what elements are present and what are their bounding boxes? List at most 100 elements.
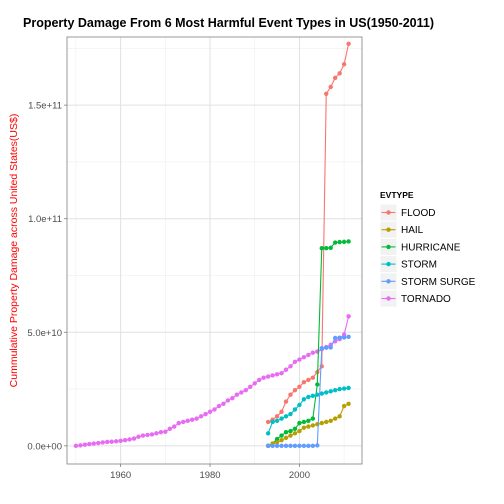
data-point: [292, 387, 298, 393]
legend-label: HAIL: [401, 225, 424, 236]
data-point: [346, 239, 351, 244]
y-tick-label: 1.0e+11: [28, 214, 62, 225]
legend-key-point: [386, 244, 391, 250]
data-point: [279, 416, 284, 421]
data-point: [78, 443, 83, 448]
data-point: [332, 416, 338, 421]
data-point: [306, 418, 311, 424]
data-point: [319, 391, 324, 396]
data-point: [189, 417, 195, 422]
data-point: [82, 442, 88, 447]
data-point: [310, 416, 316, 421]
legend-key-point: [386, 210, 391, 215]
data-point: [310, 393, 316, 399]
data-point: [131, 436, 137, 441]
data-point: [91, 441, 97, 446]
data-point: [185, 418, 190, 424]
data-point: [265, 374, 271, 379]
data-point: [261, 375, 266, 380]
data-point: [297, 357, 302, 362]
data-point: [243, 387, 248, 393]
data-point: [319, 364, 324, 369]
legend-title: EVTYPE: [380, 190, 414, 200]
data-point: [315, 382, 320, 387]
data-point: [341, 62, 347, 67]
data-point: [239, 390, 244, 395]
data-point: [328, 345, 333, 350]
panel-border: [66, 36, 363, 465]
x-tick-label: 1980: [199, 470, 220, 481]
grid: [67, 37, 362, 464]
data-point: [337, 386, 342, 392]
data-point: [265, 419, 271, 425]
data-point: [337, 239, 342, 245]
data-point: [310, 423, 316, 428]
data-point: [306, 377, 311, 383]
legend: EVTYPE FLOOD HAIL HURRICANE STORM STORM SURG…: [379, 190, 476, 308]
data-point: [279, 433, 284, 438]
series-storm: [265, 385, 351, 436]
legend-items: FLOOD HAIL HURRICANE STORM STORM SURGE TORNAD…: [379, 203, 476, 308]
data-point: [324, 246, 329, 251]
legend-label: STORM: [401, 260, 437, 271]
series-hail: [265, 401, 351, 449]
data-point: [288, 428, 293, 434]
data-point: [279, 409, 284, 414]
legend-label: HURRICANE: [401, 242, 461, 253]
data-point: [221, 401, 226, 407]
data-point: [324, 345, 329, 350]
data-point: [283, 414, 289, 419]
data-point: [297, 443, 302, 449]
data-point: [279, 443, 284, 449]
data-point: [270, 443, 275, 449]
data-point: [270, 373, 275, 378]
y-tick-label: 1.5e+11: [28, 101, 62, 112]
legend-key-point: [386, 279, 391, 284]
data-point: [274, 372, 280, 377]
data-point: [315, 443, 320, 448]
data-point: [297, 428, 302, 434]
data-point: [319, 246, 324, 251]
data-point: [328, 245, 333, 250]
data-point: [337, 71, 342, 76]
data-point: [328, 389, 333, 394]
data-point: [306, 394, 311, 400]
data-point: [96, 440, 101, 446]
data-point: [297, 384, 302, 389]
data-point: [274, 436, 280, 442]
data-point: [346, 41, 351, 47]
data-point: [301, 419, 307, 425]
data-point: [315, 392, 320, 397]
data-point: [341, 403, 347, 409]
data-point: [136, 434, 141, 439]
data-point: [332, 75, 338, 81]
data-point: [310, 375, 316, 380]
data-point: [87, 441, 92, 447]
data-point: [203, 411, 208, 417]
data-point: [274, 440, 280, 445]
data-point: [332, 335, 338, 341]
data-point: [270, 419, 275, 425]
data-point: [122, 437, 128, 443]
data-point: [216, 403, 222, 409]
data-point: [283, 367, 289, 372]
legend-item: STORM: [379, 255, 437, 274]
data-point: [140, 433, 146, 438]
data-point: [149, 432, 155, 437]
data-point: [279, 370, 284, 376]
legend-key-point: [386, 227, 391, 232]
data-point: [324, 390, 329, 395]
data-point: [207, 409, 213, 414]
series-layer: [73, 41, 351, 449]
data-point: [265, 443, 271, 449]
legend-label: TORNADO: [401, 294, 451, 305]
data-point: [118, 438, 123, 444]
data-point: [341, 335, 347, 340]
data-point: [288, 411, 293, 417]
legend-label: STORM SURGE: [401, 277, 476, 288]
data-point: [319, 420, 324, 426]
data-point: [288, 433, 293, 438]
data-point: [283, 443, 289, 449]
data-point: [283, 430, 289, 435]
